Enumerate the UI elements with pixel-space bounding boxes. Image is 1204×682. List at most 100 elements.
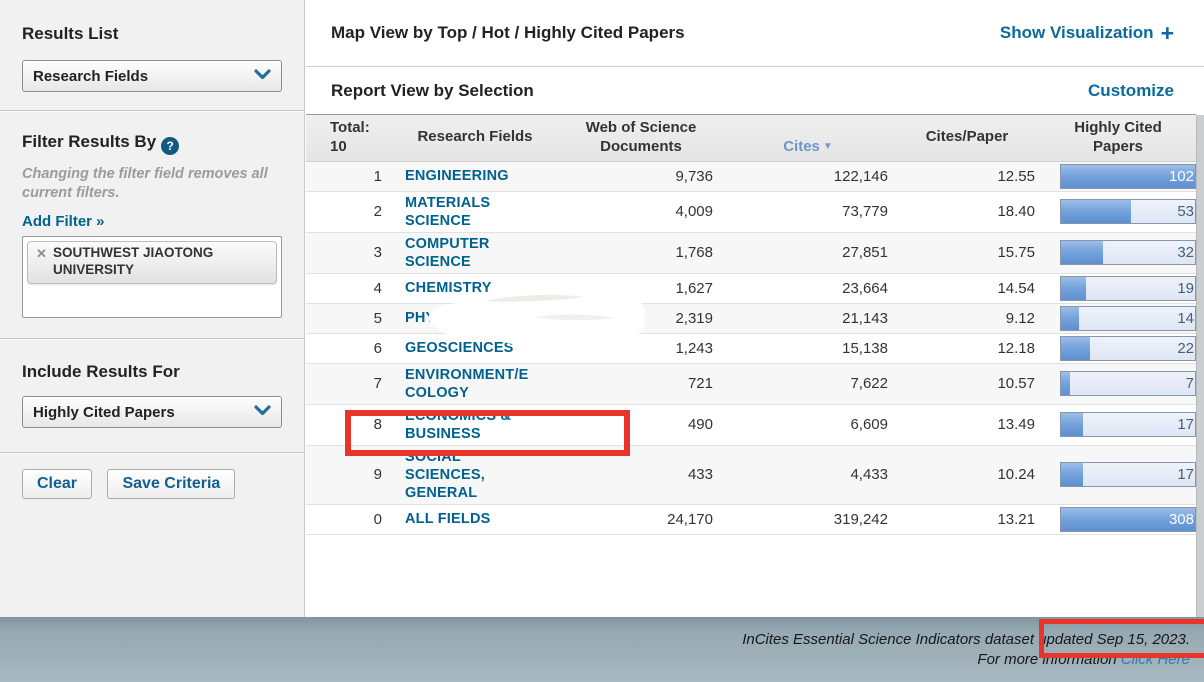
highly-cited-bar: 22 bbox=[1060, 335, 1196, 361]
research-field-link[interactable]: CHEMISTRY bbox=[405, 280, 492, 296]
research-field-link[interactable]: ENVIRONMENT/E COLOGY bbox=[405, 366, 529, 401]
wos-documents-cell: 1,243 bbox=[675, 339, 713, 357]
column-header-cites-per-paper[interactable]: Cites/Paper bbox=[925, 128, 1009, 146]
highly-cited-bar: 53 bbox=[1060, 199, 1196, 224]
highly-cited-value: 7 bbox=[1185, 375, 1194, 392]
rank-cell: 9 bbox=[373, 466, 382, 483]
research-field-link[interactable]: SOCIAL SCIENCES, GENERAL bbox=[405, 448, 485, 501]
rank-cell: 0 bbox=[373, 510, 382, 528]
highly-cited-value: 102 bbox=[1168, 167, 1194, 185]
highly-cited-bar-fill bbox=[1061, 241, 1104, 264]
highly-cited-bar-fill bbox=[1061, 336, 1090, 360]
research-field-link[interactable]: ALL FIELDS bbox=[405, 511, 491, 527]
triangle-down-icon: ▼ bbox=[822, 140, 833, 152]
filter-results-section: Filter Results By? Changing the filter f… bbox=[0, 112, 304, 338]
add-filter-link[interactable]: Add Filter » bbox=[22, 213, 105, 231]
research-field-link[interactable]: PHYSICS bbox=[405, 310, 471, 326]
table-scrollbar-track[interactable] bbox=[1196, 115, 1204, 617]
cites-per-paper-cell: 12.55 bbox=[997, 167, 1035, 185]
results-list-dropdown[interactable]: Research Fields bbox=[22, 60, 282, 92]
report-view-header: Report View by Selection Customize bbox=[306, 67, 1204, 114]
cites-cell: 73,779 bbox=[842, 203, 888, 220]
research-field-link[interactable]: GEOSCIENCES bbox=[405, 340, 514, 356]
table-row: 4 CHEMISTRY 1,627 23,664 14.54 19 bbox=[306, 274, 1196, 304]
highly-cited-bar-fill bbox=[1061, 413, 1084, 436]
cites-cell: 21,143 bbox=[842, 309, 888, 327]
map-view-title: Map View by Top / Hot / Highly Cited Pap… bbox=[331, 23, 685, 42]
click-here-link[interactable]: Click Here bbox=[1120, 651, 1190, 668]
highly-cited-bar: 17 bbox=[1060, 412, 1196, 437]
table-row: 1 ENGINEERING 9,736 122,146 12.55 102 bbox=[306, 161, 1196, 192]
field-cell: CHEMISTRY bbox=[390, 279, 560, 297]
highly-cited-bar-fill bbox=[1061, 164, 1195, 188]
field-cell: ECONOMICS & BUSINESS bbox=[390, 407, 560, 443]
research-field-link[interactable]: ECONOMICS & BUSINESS bbox=[405, 407, 512, 442]
highly-cited-bar-fill bbox=[1061, 463, 1084, 486]
filter-note: Changing the filter field removes all cu… bbox=[22, 166, 268, 202]
report-panel: Map View by Top / Hot / Highly Cited Pap… bbox=[306, 0, 1204, 617]
highly-cited-value: 17 bbox=[1177, 416, 1194, 433]
question-mark-icon[interactable]: ? bbox=[161, 137, 180, 155]
rank-cell: 8 bbox=[373, 416, 382, 433]
highly-cited-value: 308 bbox=[1168, 510, 1194, 528]
column-header-highly-cited[interactable]: Highly Cited Papers bbox=[1074, 119, 1162, 155]
rank-cell: 1 bbox=[373, 167, 382, 185]
field-cell: SOCIAL SCIENCES, GENERAL bbox=[390, 448, 560, 502]
field-cell: ENVIRONMENT/E COLOGY bbox=[390, 366, 560, 402]
table-row: 2 MATERIALS SCIENCE 4,009 73,779 18.40 53 bbox=[306, 192, 1196, 233]
remove-filter-x-icon[interactable]: ✕ bbox=[36, 246, 47, 262]
highly-cited-bar: 17 bbox=[1060, 462, 1196, 487]
table-row: 7 ENVIRONMENT/E COLOGY 721 7,622 10.57 7 bbox=[306, 363, 1196, 405]
column-header-cites-sorted[interactable]: Cites ▼ bbox=[783, 137, 833, 155]
customize-link[interactable]: Customize bbox=[1088, 80, 1174, 100]
active-filters-box: ✕ SOUTHWEST JIAOTONG UNIVERSITY bbox=[22, 236, 282, 319]
wos-documents-cell: 24,170 bbox=[667, 510, 713, 528]
highly-cited-cell: 19 bbox=[1040, 275, 1196, 301]
research-field-link[interactable]: MATERIALS SCIENCE bbox=[405, 194, 491, 229]
save-criteria-button[interactable]: Save Criteria bbox=[107, 469, 236, 500]
wos-documents-cell: 721 bbox=[687, 375, 713, 392]
cites-cell: 122,146 bbox=[833, 167, 888, 185]
cites-per-paper-cell: 13.21 bbox=[997, 510, 1035, 528]
highly-cited-value: 22 bbox=[1177, 339, 1194, 357]
highly-cited-value: 17 bbox=[1177, 466, 1194, 483]
highly-cited-cell: 17 bbox=[1040, 462, 1196, 487]
table-header-row: Total: 10 Research Fields Web of Science… bbox=[306, 114, 1196, 162]
cites-cell: 6,609 bbox=[850, 416, 888, 433]
wos-documents-cell: 4,009 bbox=[675, 203, 713, 220]
show-visualization-link[interactable]: Show Visualization + bbox=[999, 20, 1174, 46]
cites-per-paper-cell: 10.57 bbox=[997, 375, 1035, 392]
page-footer: InCites Essential Science Indicators dat… bbox=[0, 617, 1204, 682]
chevron-down-icon bbox=[254, 67, 271, 85]
sidebar-actions: Clear Save Criteria bbox=[0, 454, 304, 500]
filter-tag: ✕ SOUTHWEST JIAOTONG UNIVERSITY bbox=[27, 241, 277, 284]
results-list-title: Results List bbox=[22, 24, 119, 43]
highly-cited-bar-fill bbox=[1061, 507, 1195, 531]
table-row: 9 SOCIAL SCIENCES, GENERAL 433 4,433 10.24 17 bbox=[306, 445, 1196, 505]
table-row: 6 GEOSCIENCES 1,243 15,138 12.18 22 bbox=[306, 334, 1196, 364]
highly-cited-value: 14 bbox=[1177, 309, 1194, 327]
cites-cell: 15,138 bbox=[842, 339, 888, 357]
highly-cited-cell: 17 bbox=[1040, 412, 1196, 437]
cites-per-paper-cell: 13.49 bbox=[997, 416, 1035, 433]
more-info-line: For more information Click Here bbox=[977, 651, 1190, 668]
research-field-link[interactable]: COMPUTER SCIENCE bbox=[405, 235, 490, 270]
highly-cited-bar-fill bbox=[1061, 276, 1086, 300]
cites-cell: 7,622 bbox=[850, 375, 888, 392]
field-cell: GEOSCIENCES bbox=[390, 339, 560, 357]
clear-button[interactable]: Clear bbox=[22, 469, 93, 500]
include-results-dropdown[interactable]: Highly Cited Papers bbox=[22, 396, 282, 429]
highly-cited-cell: 32 bbox=[1040, 240, 1196, 265]
wos-documents-cell: 2,319 bbox=[675, 309, 713, 327]
results-list-section: Results List Research Fields bbox=[0, 0, 304, 110]
rank-cell: 3 bbox=[373, 244, 382, 261]
cites-per-paper-cell: 12.18 bbox=[997, 339, 1035, 357]
sidebar-divider bbox=[0, 338, 304, 341]
wos-documents-cell: 9,736 bbox=[675, 167, 713, 185]
rank-cell: 7 bbox=[373, 375, 382, 392]
highly-cited-cell: 22 bbox=[1040, 335, 1196, 361]
column-header-research-fields[interactable]: Research Fields bbox=[417, 128, 533, 146]
research-field-link[interactable]: ENGINEERING bbox=[405, 168, 509, 184]
highly-cited-bar: 19 bbox=[1060, 275, 1196, 301]
column-header-wos-documents[interactable]: Web of Science Documents bbox=[585, 119, 697, 155]
